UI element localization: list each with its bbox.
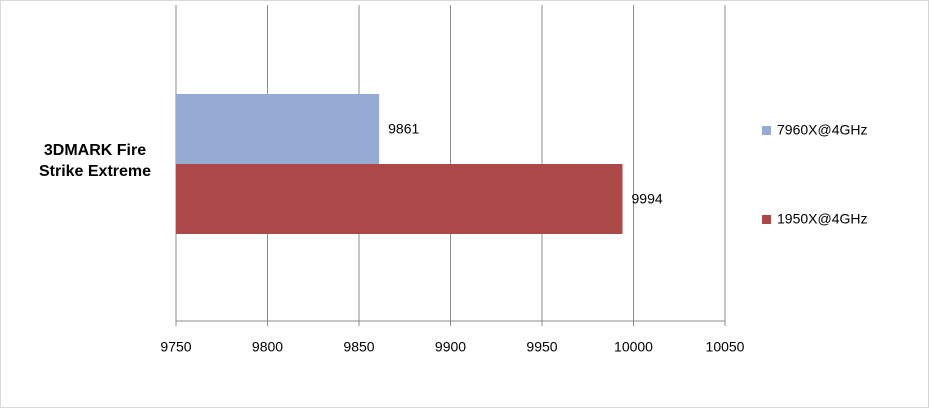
x-tick-label: 9800 <box>252 339 283 355</box>
legend-marker <box>762 215 771 224</box>
category-label: 3DMARK Fire Strike Extreme <box>38 142 152 180</box>
legend-marker <box>762 126 771 135</box>
x-tick-label: 10000 <box>614 339 653 355</box>
x-tick-label: 9900 <box>435 339 466 355</box>
x-tick-label: 9850 <box>343 339 374 355</box>
bar <box>176 164 623 234</box>
bar <box>176 94 380 164</box>
x-tick-label: 10050 <box>706 339 745 355</box>
data-label: 9861 <box>388 121 419 137</box>
data-label: 9994 <box>632 191 663 207</box>
legend-label: 7960X@4GHz <box>777 122 867 138</box>
x-tick-label: 9750 <box>160 339 191 355</box>
x-tick-label: 9950 <box>526 339 557 355</box>
legend-label: 1950X@4GHz <box>777 211 867 227</box>
